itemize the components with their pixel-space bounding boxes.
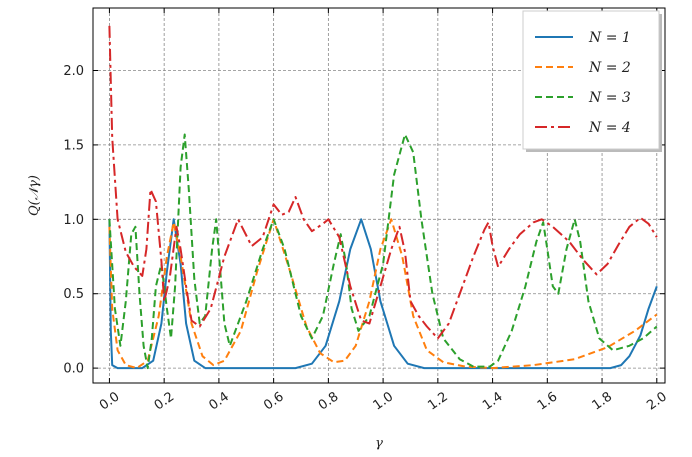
y-tick-label: 1.5: [63, 138, 84, 153]
x-tick-label: 2.0: [644, 389, 670, 413]
x-tick-label: 0.0: [97, 389, 123, 413]
x-tick-label: 0.4: [206, 389, 232, 413]
plot-frame: [92, 7, 666, 384]
y-axis-label: Q(𝒩γ): [27, 175, 42, 216]
legend-label: N = 1: [588, 30, 631, 46]
y-tick-label: 2.0: [63, 64, 84, 79]
x-tick-label: 1.6: [535, 389, 561, 413]
legend-label: N = 3: [588, 90, 631, 106]
x-tick-label: 1.0: [371, 389, 397, 413]
legend-label: N = 4: [588, 120, 631, 136]
x-axis-label: γ: [375, 436, 383, 451]
x-tick-label: 1.4: [480, 389, 506, 413]
series-line-n=4: [108, 25, 658, 340]
x-tick-label: 0.2: [152, 389, 178, 413]
series-line-n=3: [108, 133, 658, 370]
x-tick-label: 0.8: [316, 389, 342, 413]
x-tick-label: 1.8: [590, 389, 616, 413]
legend: N = 1 N = 2 N = 3 N = 4: [522, 10, 662, 152]
series-line-n=1: [108, 218, 658, 370]
series-layer: [108, 25, 658, 370]
x-tick-label: 1.2: [425, 389, 451, 413]
y-tick-label: 1.0: [63, 213, 84, 228]
x-tick-label: 0.6: [261, 389, 287, 413]
y-tick-label: 0.5: [63, 287, 84, 302]
y-tick-label: 0.0: [63, 362, 84, 377]
legend-label: N = 2: [588, 60, 631, 76]
